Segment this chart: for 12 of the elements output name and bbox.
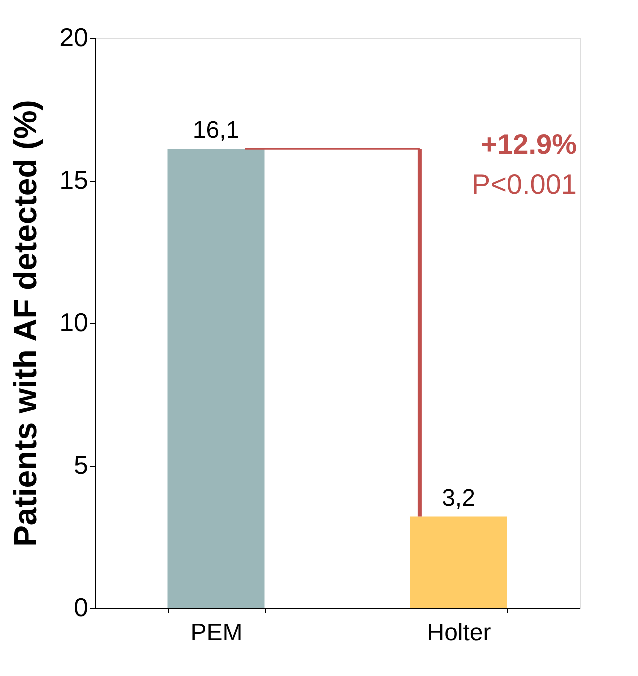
data-label: 3,2 <box>442 484 476 512</box>
y-tick-label: 10 <box>60 308 88 338</box>
annotation: P<0.001 <box>472 169 577 200</box>
x-tick-label: PEM <box>190 620 243 646</box>
y-tick-label: 20 <box>60 22 88 52</box>
annotation: +12.9% <box>481 129 578 160</box>
y-tick-label: 0 <box>74 592 88 622</box>
x-tick-label: Holter <box>427 620 492 646</box>
y-tick-label: 5 <box>74 450 88 480</box>
data-label: 16,1 <box>192 117 240 144</box>
y-axis-title: Patients with AF detected (%) <box>8 100 44 547</box>
y-tick-label: 15 <box>60 165 88 195</box>
